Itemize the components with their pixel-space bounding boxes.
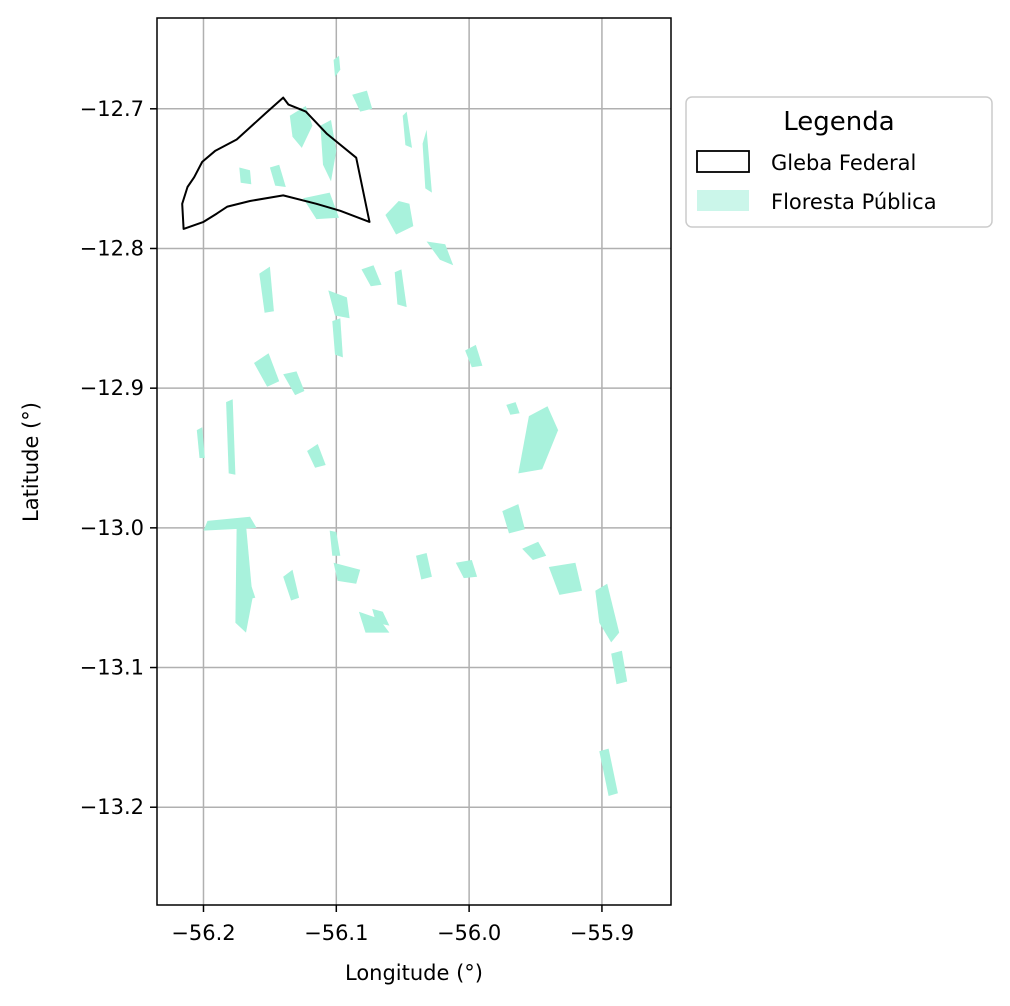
legend: Legenda Gleba Federal Floresta Pública <box>685 96 993 228</box>
floresta-publica-patch <box>522 541 547 560</box>
floresta-publica-patch <box>548 562 582 595</box>
y-tick-label: −13.2 <box>80 795 144 819</box>
floresta-publica-patch <box>599 748 618 796</box>
floresta-publica-patch <box>333 562 361 584</box>
x-axis-label: Longitude (°) <box>345 961 483 985</box>
floresta-publica-patch <box>259 266 274 313</box>
floresta-publica-patch <box>239 167 252 185</box>
floresta-publica-patch <box>611 650 628 685</box>
floresta-publica-patch <box>455 560 478 579</box>
floresta-publica-patch <box>385 201 414 235</box>
y-tick-label: −12.8 <box>80 236 144 260</box>
x-tick-label: −56.2 <box>171 921 235 945</box>
floresta-publica-patch <box>506 402 520 415</box>
floresta-publica-patch <box>236 571 256 601</box>
floresta-publica-patch <box>283 569 300 601</box>
legend-label-floresta-publica: Floresta Pública <box>771 190 937 214</box>
legend-title: Legenda <box>783 107 894 137</box>
floresta-publica-patch <box>394 269 407 308</box>
x-tick-label: −55.9 <box>570 921 634 945</box>
floresta-publica-layer <box>196 55 628 796</box>
floresta-publica-patch <box>333 55 341 77</box>
floresta-publica-patch <box>518 406 559 474</box>
floresta-publica-patch <box>226 399 236 475</box>
floresta-publica-patch <box>595 583 620 643</box>
floresta-publica-patch <box>289 106 313 148</box>
floresta-publica-patch <box>361 265 382 287</box>
plot-area <box>156 17 672 906</box>
floresta-publica-patch <box>283 371 305 396</box>
floresta-publica-patch <box>502 504 525 534</box>
floresta-publica-patch <box>465 344 483 368</box>
floresta-publica-patch <box>352 90 373 112</box>
floresta-publica-patch <box>416 553 432 580</box>
floresta-publica-patch <box>254 353 280 387</box>
x-tick-label: −56.1 <box>304 921 368 945</box>
floresta-publica-patch <box>358 611 390 633</box>
floresta-publica-patch <box>332 318 343 358</box>
legend-swatch-floresta-publica <box>697 190 749 211</box>
y-tick-label: −12.9 <box>80 376 144 400</box>
floresta-publica-patch <box>269 164 286 187</box>
legend-box <box>685 96 993 228</box>
floresta-publica-patch <box>426 241 454 266</box>
gleba-federal-layer <box>181 96 371 230</box>
y-tick-label: −13.1 <box>80 656 144 680</box>
floresta-publica-patch <box>307 444 326 468</box>
floresta-publica-patch <box>422 129 432 193</box>
floresta-publica-patch <box>196 427 205 458</box>
floresta-publica-patch <box>402 111 412 148</box>
floresta-publica-patch <box>320 120 337 182</box>
legend-swatch-gleba-federal <box>696 150 750 173</box>
floresta-publica-patch <box>329 530 341 556</box>
floresta-publica-patch <box>372 608 390 626</box>
y-tick-label: −12.7 <box>80 97 144 121</box>
y-axis-label: Latitude (°) <box>19 402 43 522</box>
y-tick-label: −13.0 <box>80 516 144 540</box>
y-axis-ticks: −12.7 −12.8 −12.9 −13.0 −13.1 −13.2 <box>80 97 157 819</box>
gleba-federal-boundary <box>181 96 371 230</box>
x-axis-ticks: −56.2 −56.1 −56.0 −55.9 <box>171 905 634 945</box>
floresta-publica-patch <box>328 290 350 319</box>
x-tick-label: −56.0 <box>437 921 501 945</box>
legend-label-gleba-federal: Gleba Federal <box>771 151 916 175</box>
plot-frame <box>156 17 672 906</box>
